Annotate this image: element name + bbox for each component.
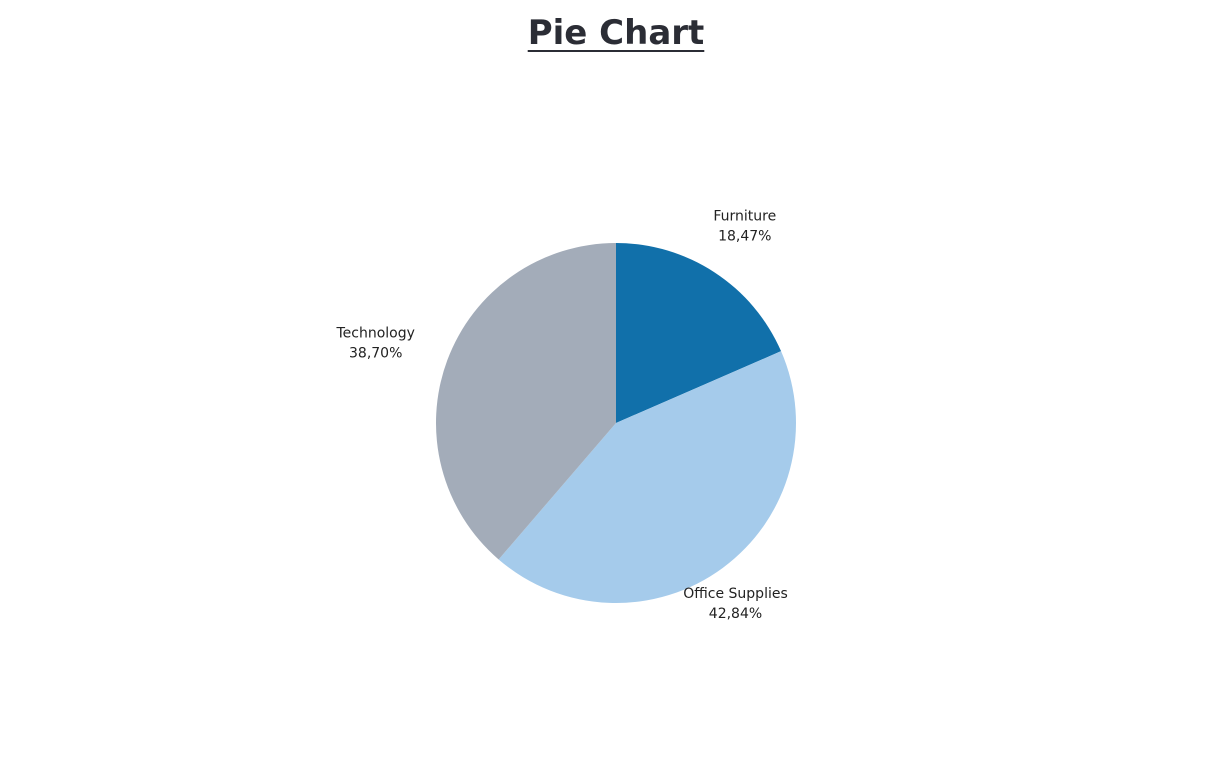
pie-slice-furniture [616,243,782,423]
slice-percent-furniture: 18,47% [718,229,771,245]
slice-label-technology: Technology [335,325,414,341]
slice-label-furniture: Furniture [713,209,776,225]
pie-labels: Furniture 18,47% Office Supplies 42,84% Tech… [335,209,787,623]
pie-slices [435,243,796,603]
pie-slice-technology [435,243,616,560]
slice-percent-technology: 38,70% [349,345,402,361]
slice-label-office-supplies: Office Supplies [683,586,788,602]
slice-percent-office-supplies: 42,84% [709,606,762,622]
pie-slice-office-supplies [498,351,796,603]
chart-title: Pie Chart [527,13,705,53]
